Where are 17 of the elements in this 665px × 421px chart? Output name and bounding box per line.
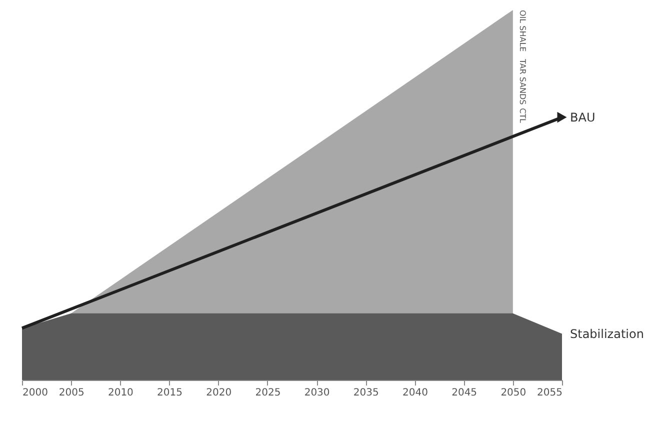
x-tick-label: 2045 — [452, 388, 478, 398]
x-tick-label: 2055 — [537, 388, 562, 398]
annotation: CTL — [518, 108, 527, 124]
series-label: BAU — [570, 110, 596, 124]
x-tick-label: 2015 — [157, 388, 182, 398]
annotation: TAR SANDS — [518, 58, 527, 105]
x-tick-label: 2020 — [206, 388, 232, 398]
x-tick-label: 2010 — [108, 388, 134, 398]
x-tick-label: 2025 — [255, 388, 281, 398]
x-tick-label: 2005 — [58, 388, 84, 398]
x-tick-label: 2000 — [22, 388, 48, 398]
x-tick-label: 2035 — [353, 388, 379, 398]
x-tick-label: 2040 — [402, 388, 428, 398]
series-label: Stabilization — [570, 326, 644, 341]
x-tick-label: 2050 — [500, 388, 526, 398]
x-tick-label: 2030 — [304, 388, 330, 398]
annotation: OIL SHALE — [518, 10, 527, 52]
